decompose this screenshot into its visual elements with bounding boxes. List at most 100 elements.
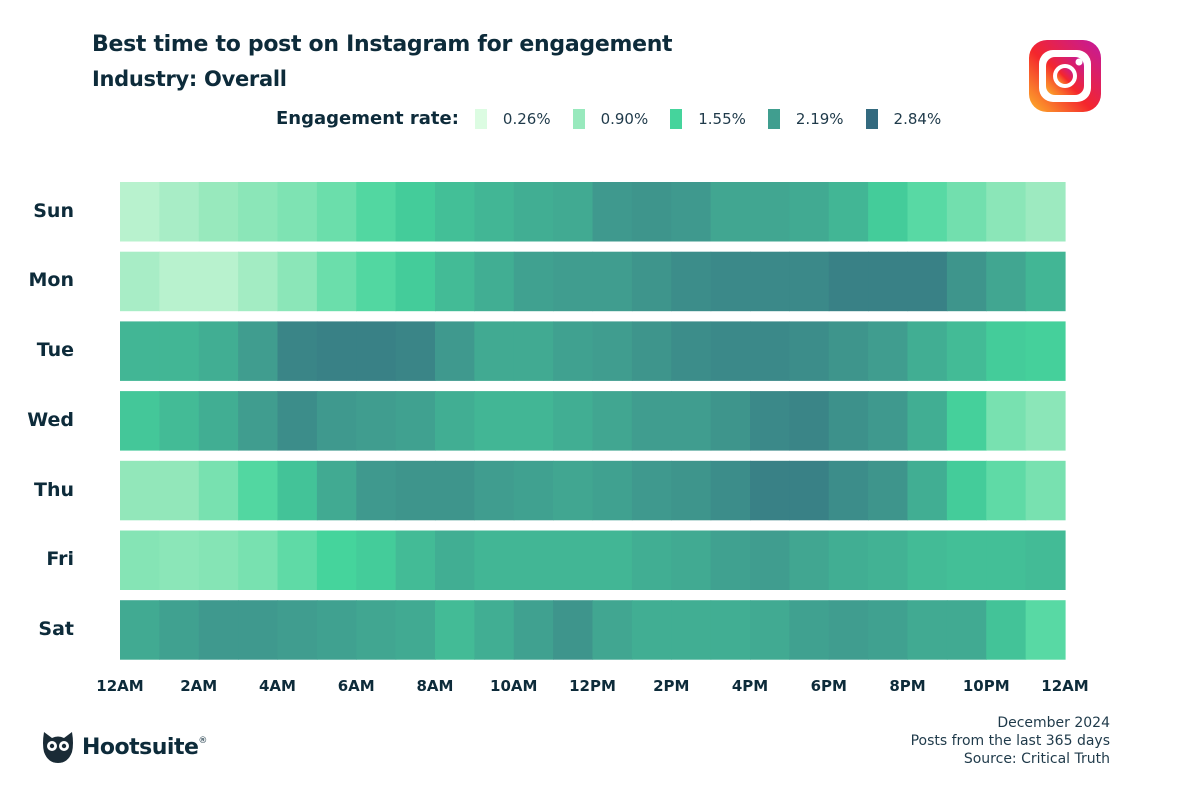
legend-swatch (865, 108, 878, 129)
heatmap-cell-mon-15 (710, 251, 751, 312)
heatmap-cell-wed-11 (553, 391, 594, 451)
heatmap-cell-wed-6 (356, 391, 397, 451)
x-tick-label: 6AM (337, 677, 375, 695)
heatmap-cell-sun-17 (789, 182, 830, 242)
heatmap-cell-wed-22 (986, 391, 1027, 451)
heatmap-cell-tue-20 (907, 321, 948, 381)
heatmap-cell-thu-11 (553, 460, 594, 521)
heatmap-cell-thu-14 (671, 460, 712, 521)
legend-label: 0.26% (502, 109, 551, 128)
legend-label: 2.84% (893, 109, 942, 128)
x-tick-label: 12AM (96, 677, 144, 695)
heatmap-cell-sat-3 (238, 600, 279, 660)
x-tick-label: 6PM (810, 677, 847, 695)
heatmap-cell-fri-2 (198, 530, 239, 590)
heatmap-cell-fri-9 (474, 530, 515, 590)
heatmap-cell-thu-20 (907, 460, 948, 521)
heatmap-cell-fri-7 (395, 530, 436, 590)
legend-label: 2.19% (795, 109, 844, 128)
heatmap-cell-sat-21 (946, 600, 987, 660)
heatmap-cell-tue-13 (631, 321, 672, 381)
heatmap-cell-sat-9 (474, 600, 515, 660)
footer-notes: December 2024 Posts from the last 365 da… (911, 714, 1110, 768)
heatmap-cell-sat-2 (198, 600, 239, 660)
heatmap-cell-wed-1 (159, 391, 200, 451)
heatmap-cell-sat-12 (592, 600, 633, 660)
heatmap-cell-sun-8 (435, 182, 475, 242)
heatmap-cell-thu-8 (435, 460, 475, 521)
heatmap-cell-wed-23 (1025, 391, 1066, 451)
legend-label: 0.90% (600, 109, 649, 128)
heatmap-cell-thu-12 (592, 460, 633, 521)
x-tick-label: 10PM (962, 677, 1010, 695)
heatmap-cell-thu-13 (631, 460, 672, 521)
heatmap-cell-sat-20 (907, 600, 948, 660)
heatmap-cell-mon-12 (592, 251, 633, 312)
heatmap-cell-wed-0 (120, 391, 160, 451)
heatmap-cell-thu-16 (750, 460, 790, 521)
heatmap-cell-thu-23 (1025, 460, 1066, 521)
brand-mark: ® (198, 736, 208, 746)
chart-title: Best time to post on Instagram for engag… (92, 32, 673, 57)
heatmap-cell-sun-10 (513, 182, 554, 242)
heatmap-cell-mon-23 (1025, 251, 1066, 312)
heatmap-cell-tue-8 (435, 321, 475, 381)
heatmap-cell-fri-0 (120, 530, 160, 590)
heatmap-cell-sun-2 (198, 182, 239, 242)
heatmap-cell-sun-21 (946, 182, 987, 242)
heatmap-cell-thu-10 (513, 460, 554, 521)
legend-swatch (670, 108, 683, 129)
x-tick-label: 2AM (180, 677, 218, 695)
owl-logo-icon (43, 732, 73, 763)
heatmap-cell-fri-4 (277, 530, 318, 590)
heatmap-cell-tue-5 (316, 321, 357, 381)
heatmap-cell-sun-15 (710, 182, 751, 242)
heatmap-cell-sun-1 (159, 182, 200, 242)
heatmap-cell-wed-20 (907, 391, 948, 451)
heatmap-cell-thu-9 (474, 460, 515, 521)
heatmap-cell-sun-13 (631, 182, 672, 242)
heatmap-cell-fri-20 (907, 530, 948, 590)
heatmap-cell-fri-5 (316, 530, 357, 590)
x-tick-label: 2PM (653, 677, 690, 695)
heatmap-cell-sat-23 (1025, 600, 1066, 660)
heatmap-cell-thu-1 (159, 460, 200, 521)
heatmap-cell-wed-7 (395, 391, 436, 451)
footer-source: Source: Critical Truth (963, 751, 1110, 767)
x-tick-label: 8AM (416, 677, 454, 695)
legend-title: Engagement rate: (276, 108, 459, 129)
heatmap-cell-fri-12 (592, 530, 633, 590)
heatmap-cell-thu-4 (277, 460, 318, 521)
heatmap-cell-wed-4 (277, 391, 318, 451)
footer-range: Posts from the last 365 days (910, 733, 1110, 749)
row-label-wed: Wed (27, 408, 74, 431)
row-label-sun: Sun (33, 199, 74, 222)
heatmap-cell-sat-0 (120, 600, 160, 660)
heatmap-cell-sun-12 (592, 182, 633, 242)
heatmap-cell-fri-8 (435, 530, 475, 590)
heatmap-cell-sun-19 (868, 182, 909, 242)
heatmap-cell-thu-21 (946, 460, 987, 521)
x-tick-label: 4PM (731, 677, 769, 695)
heatmap-cell-tue-22 (986, 321, 1027, 381)
heatmap-cell-sat-15 (710, 600, 751, 660)
heatmap-cell-fri-3 (238, 530, 279, 590)
heatmap-cell-sun-20 (907, 182, 948, 242)
legend: Engagement rate: 0.26% 0.90% 1.55% 2.19%… (276, 108, 963, 129)
heatmap-cell-tue-16 (750, 321, 790, 381)
legend-label: 1.55% (698, 109, 746, 128)
heatmap-cell-sat-14 (671, 600, 712, 660)
heatmap-cell-tue-0 (120, 321, 160, 381)
heatmap-cell-fri-16 (750, 530, 790, 590)
heatmap-cell-sat-8 (435, 600, 475, 660)
heatmap-cell-mon-20 (907, 251, 948, 312)
x-tick-label: 4AM (259, 677, 296, 695)
heatmap-cell-tue-18 (828, 321, 869, 381)
heatmap-cell-fri-17 (789, 530, 830, 590)
heatmap-cell-sun-18 (828, 182, 869, 242)
heatmap-cell-mon-14 (671, 251, 712, 312)
heatmap-cell-sun-9 (474, 182, 515, 242)
heatmap-cell-fri-6 (356, 530, 397, 590)
